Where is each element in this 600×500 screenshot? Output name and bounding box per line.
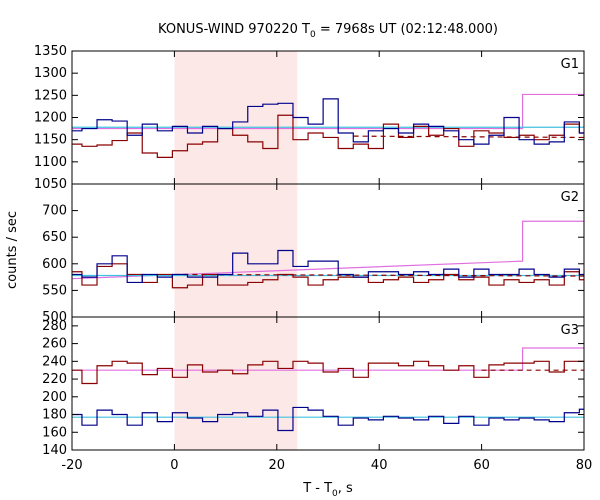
panel-label-g1: G1	[561, 57, 579, 72]
y-tick-label: 160	[42, 425, 67, 440]
shaded-interval-g2	[174, 184, 298, 317]
y-tick-label: 700	[42, 204, 67, 219]
y-tick-label: 140	[42, 443, 67, 458]
y-tick-label: 180	[42, 408, 67, 423]
y-tick-label: 600	[42, 257, 67, 272]
panel-label-g2: G2	[561, 190, 579, 205]
pink-fit-line-g2	[71, 220, 584, 280]
x-tick-label: 20	[269, 458, 286, 473]
y-tick-label: 280	[42, 319, 67, 334]
red-step-series-g2	[72, 263, 584, 289]
chart-title-rest: = 7968s UT (02:12:48.000)	[316, 22, 498, 37]
blue-step-series-g2	[72, 249, 584, 284]
x-axis-label-rest: , s	[338, 481, 353, 496]
blue-step-series-g1	[72, 98, 584, 145]
panel-label-g3: G3	[561, 323, 579, 338]
y-tick-label: 650	[42, 230, 67, 245]
x-axis-label: T - T0, s	[302, 481, 353, 499]
panels-group: G1 1050 1100 1150 1200 1250 1300 1350 G2 500 550 60…	[34, 44, 592, 473]
y-tick-label: 1200	[34, 111, 67, 126]
y-tick-label: 1250	[34, 88, 67, 103]
y-tick-label: 1100	[34, 155, 67, 170]
y-tick-label: 1300	[34, 66, 67, 81]
red-step-series-g3	[72, 360, 584, 385]
y-tick-label: 1350	[34, 44, 67, 59]
panel-frame-g2	[71, 183, 585, 318]
x-tick-label: 80	[576, 458, 593, 473]
panel-frame-g3	[71, 316, 585, 451]
y-tick-label: 500	[42, 310, 67, 325]
chart-title: KONUS-WIND 970220 T0 = 7968s UT (02:12:4…	[158, 22, 498, 40]
y-tick-label: 260	[42, 337, 67, 352]
pink-fit-line-g3	[72, 347, 584, 371]
y-tick-label: 220	[42, 372, 67, 387]
y-tick-label: 1150	[34, 133, 67, 148]
y-tick-label: 550	[42, 283, 67, 298]
blue-step-series-g3	[72, 406, 584, 432]
x-axis-label-subscript: 0	[332, 489, 338, 499]
chart-title-subscript: 0	[310, 30, 316, 40]
y-axis-label: counts / sec	[5, 211, 20, 289]
chart-title-main: KONUS-WIND 970220 T	[158, 22, 310, 37]
y-tick-label: 1050	[34, 177, 67, 192]
x-tick-label: 60	[473, 458, 490, 473]
y-tick-label: 200	[42, 390, 67, 405]
pink-fit-line-g1	[72, 93, 584, 130]
x-tick-label: 0	[170, 458, 178, 473]
red-step-series-g1	[72, 114, 584, 158]
x-tick-label: 40	[371, 458, 388, 473]
y-tick-label: 240	[42, 354, 67, 369]
shaded-interval-g3	[174, 317, 298, 450]
dashed-background-fit-g1	[353, 135, 585, 139]
shaded-interval-g1	[174, 51, 298, 184]
x-axis-label-main: T - T	[302, 481, 332, 496]
x-tick-label: -20	[61, 458, 82, 473]
